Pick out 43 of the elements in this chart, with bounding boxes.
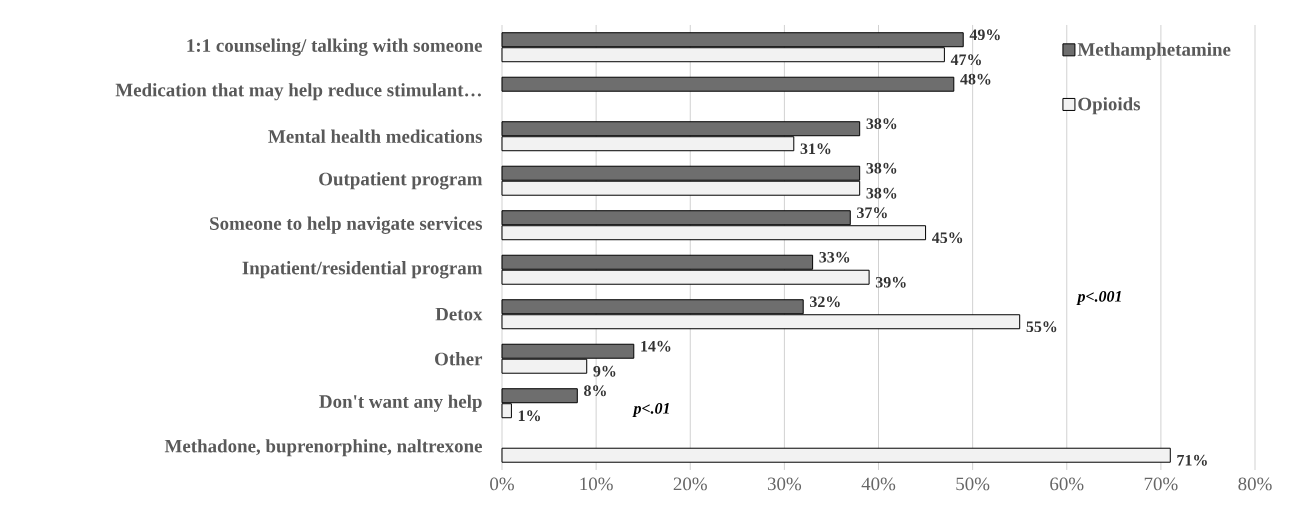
bar xyxy=(501,447,1171,463)
data-label: 48% xyxy=(960,73,991,85)
data-label: 55% xyxy=(1026,321,1057,333)
data-label: 9% xyxy=(593,365,616,377)
data-label: 47% xyxy=(950,54,981,66)
y-tick-label: Detox xyxy=(435,307,483,321)
legend-label: Opioids xyxy=(1078,97,1141,115)
x-tick-label: 50% xyxy=(956,477,990,491)
y-tick-label: Outpatient program xyxy=(319,172,483,190)
y-tick-label: Mental health medications xyxy=(268,129,483,143)
x-tick-label: 10% xyxy=(580,477,613,491)
data-label: 37% xyxy=(857,207,887,219)
x-tick-label: 80% xyxy=(1238,477,1272,491)
data-label: 31% xyxy=(800,143,831,155)
y-tick-label: Don't want any help xyxy=(319,394,482,412)
data-label: 33% xyxy=(819,251,850,263)
y-tick-label: Medication that may help reduce stimulant… xyxy=(115,83,481,101)
x-tick-label: 30% xyxy=(767,477,802,491)
data-label: 38% xyxy=(866,187,897,199)
data-label: 8% xyxy=(584,385,606,397)
data-label: 71% xyxy=(1177,454,1207,466)
y-tick-label: Methadone, buprenorphine, naltrexone xyxy=(164,439,482,457)
legend-label: Methamphetamine xyxy=(1077,42,1231,60)
data-label: 49% xyxy=(969,29,1000,41)
data-label: 38% xyxy=(866,162,897,174)
x-tick-label: 40% xyxy=(861,477,896,491)
data-label: 39% xyxy=(875,276,906,288)
y-tick-label: 1:1 counseling/ talking with someone xyxy=(187,38,482,56)
y-tick-label: Someone to help navigate services xyxy=(210,216,483,234)
data-label: 45% xyxy=(931,232,963,244)
y-tick-label: Inpatient/residential program xyxy=(242,261,483,279)
data-label: 32% xyxy=(810,296,840,308)
annotation: p<.01 xyxy=(632,403,669,417)
bar xyxy=(501,76,955,92)
data-label: 38% xyxy=(866,118,897,130)
x-tick-label: 70% xyxy=(1144,477,1178,491)
data-label: 14% xyxy=(641,340,671,352)
x-tick-label: 0% xyxy=(490,477,514,491)
y-tick-label: Other xyxy=(435,352,483,366)
x-tick-label: 20% xyxy=(673,477,707,491)
annotation: p<.001 xyxy=(1076,291,1121,305)
data-label: 1% xyxy=(518,410,541,422)
x-tick-label: 60% xyxy=(1050,477,1084,491)
